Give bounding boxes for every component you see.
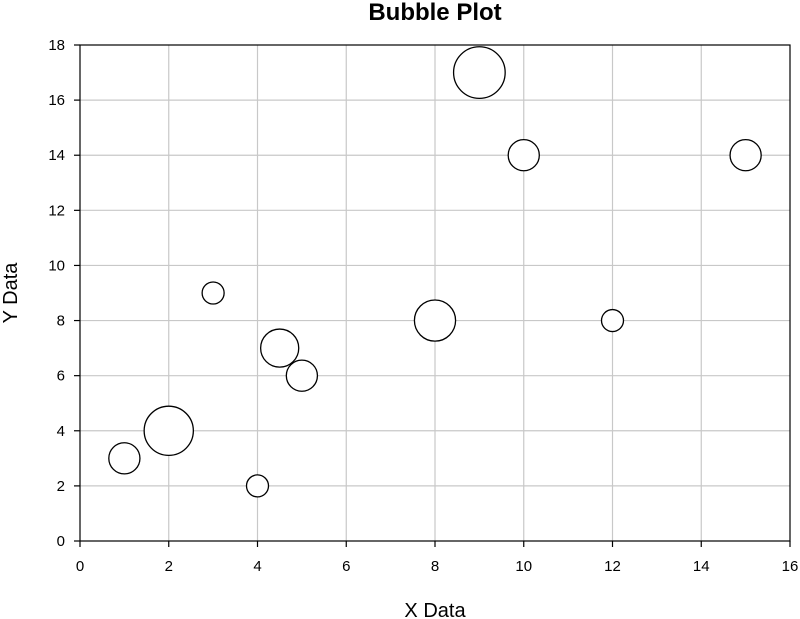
x-tick-label: 6 — [342, 558, 350, 575]
y-tick-label: 10 — [48, 257, 65, 274]
bubble-series — [108, 46, 762, 498]
bubble-point — [259, 328, 300, 368]
y-tick-label: 16 — [48, 92, 65, 109]
x-tick-label: 16 — [782, 558, 799, 575]
x-tick-label: 12 — [604, 558, 621, 575]
axis-ticks: 0 2 4 6 8 10 12 14 16 0 2 4 6 8 10 12 14 16 18 — [48, 37, 798, 575]
bubble-point — [729, 139, 762, 172]
y-tick-label: 2 — [57, 478, 65, 495]
y-axis-label: Y Data — [0, 262, 22, 324]
x-tick-label: 8 — [431, 558, 439, 575]
y-tick-label: 8 — [57, 313, 65, 330]
y-tick-label: 12 — [48, 202, 65, 219]
bubble-point — [143, 405, 194, 457]
chart-title: Bubble Plot — [368, 0, 501, 26]
x-tick-label: 14 — [693, 558, 710, 575]
x-tick-label: 2 — [165, 558, 173, 575]
bubble-point — [108, 442, 141, 475]
y-tick-label: 14 — [48, 147, 65, 164]
x-axis-label: X Data — [404, 600, 466, 619]
y-tick-label: 18 — [48, 37, 65, 54]
bubble-point — [245, 474, 270, 498]
grid-lines — [80, 45, 790, 541]
y-tick-label: 6 — [57, 368, 65, 385]
y-tick-label: 4 — [57, 423, 65, 440]
bubble-point — [600, 308, 625, 333]
x-tick-label: 0 — [76, 558, 84, 575]
bubble-point — [201, 281, 225, 305]
bubble-point — [285, 359, 319, 392]
bubble-point — [507, 139, 540, 172]
x-tick-label: 10 — [515, 558, 532, 575]
y-tick-label: 0 — [57, 533, 65, 550]
x-tick-label: 4 — [253, 558, 261, 575]
bubble-point — [452, 46, 506, 100]
bubble-point — [413, 299, 457, 342]
